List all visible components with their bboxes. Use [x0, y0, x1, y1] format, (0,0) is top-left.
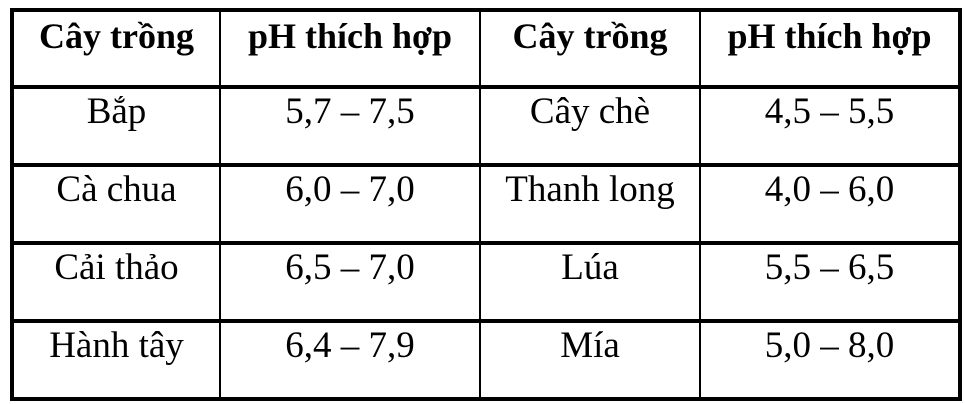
header-ph-right: pH thích hợp [699, 8, 961, 89]
crop-name-cell: Thanh long [479, 163, 701, 245]
header-row: Cây trồng pH thích hợp Cây trồng pH thíc… [11, 8, 961, 89]
table-row: Cà chua 6,0 – 7,0 Thanh long 4,0 – 6,0 [11, 163, 961, 245]
crop-name-cell: Cải thảo [11, 241, 221, 323]
ph-range-cell: 4,5 – 5,5 [699, 85, 961, 167]
ph-range-cell: 6,4 – 7,9 [219, 319, 481, 401]
crop-name-cell: Mía [479, 319, 701, 401]
ph-range-cell: 6,5 – 7,0 [219, 241, 481, 323]
crop-name-cell: Bắp [11, 85, 221, 167]
ph-range-cell: 6,0 – 7,0 [219, 163, 481, 245]
header-crop-right: Cây trồng [479, 8, 701, 89]
table-row: Cải thảo 6,5 – 7,0 Lúa 5,5 – 6,5 [11, 241, 961, 323]
crop-name-cell: Hành tây [11, 319, 221, 401]
header-ph-left: pH thích hợp [219, 8, 481, 89]
table-row: Hành tây 6,4 – 7,9 Mía 5,0 – 8,0 [11, 319, 961, 401]
ph-range-cell: 5,5 – 6,5 [699, 241, 961, 323]
crop-name-cell: Lúa [479, 241, 701, 323]
crop-ph-table: Cây trồng pH thích hợp Cây trồng pH thíc… [10, 8, 962, 401]
ph-range-cell: 5,7 – 7,5 [219, 85, 481, 167]
header-crop-left: Cây trồng [11, 8, 221, 89]
ph-range-cell: 4,0 – 6,0 [699, 163, 961, 245]
crop-name-cell: Cà chua [11, 163, 221, 245]
crop-name-cell: Cây chè [479, 85, 701, 167]
ph-range-cell: 5,0 – 8,0 [699, 319, 961, 401]
table-row: Bắp 5,7 – 7,5 Cây chè 4,5 – 5,5 [11, 85, 961, 167]
